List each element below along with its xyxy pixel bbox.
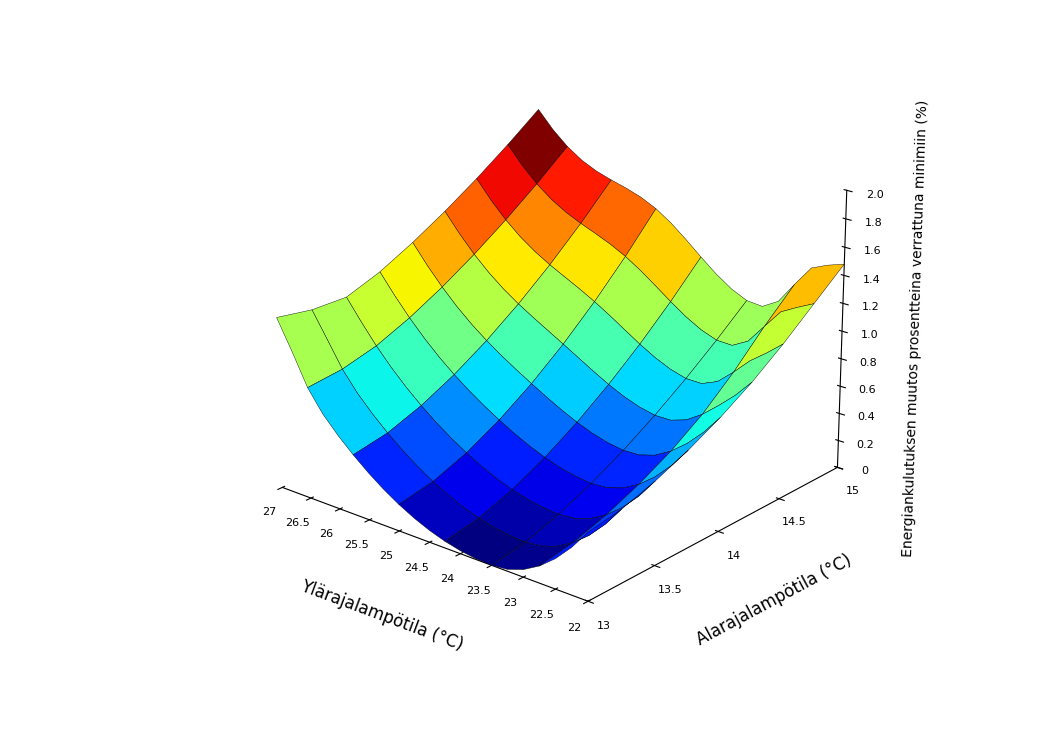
X-axis label: Ylärajalampötila (°C): Ylärajalampötila (°C) bbox=[298, 578, 466, 654]
Y-axis label: Alarajalampötila (°C): Alarajalampötila (°C) bbox=[694, 551, 855, 650]
